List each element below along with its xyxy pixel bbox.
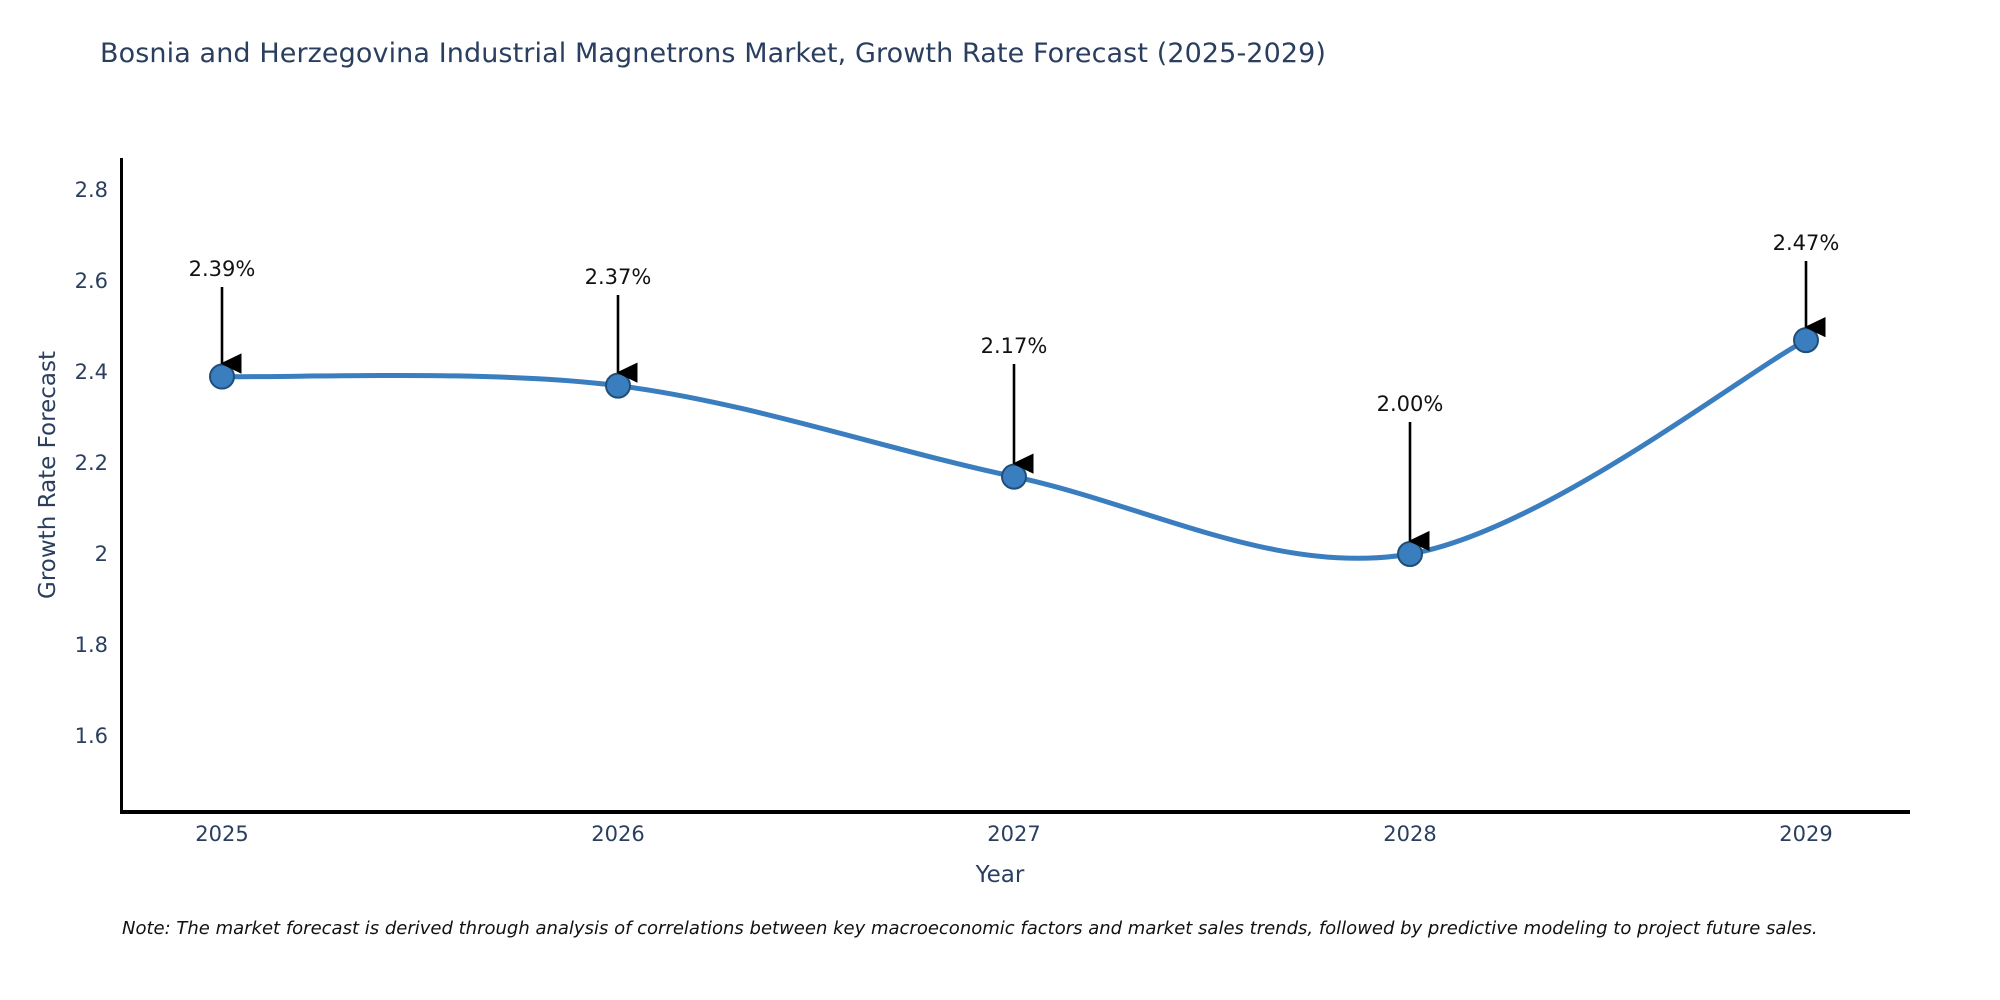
point-label: 2.37%	[584, 265, 652, 289]
y-tick-label: 2.6	[74, 269, 108, 293]
data-point-marker[interactable]	[209, 363, 235, 390]
x-tick-label: 2027	[987, 822, 1041, 846]
y-axis-tick-labels: 2.8 2.6 2.4 2.2 2 1.8 1.6	[0, 0, 108, 1000]
point-label: 2.00%	[1376, 392, 1444, 416]
data-point-marker[interactable]	[605, 372, 631, 399]
x-axis-spine	[120, 810, 1910, 814]
point-label: 2.17%	[980, 334, 1048, 358]
point-label: 2.39%	[188, 257, 256, 281]
data-point-marker[interactable]	[1793, 327, 1819, 354]
y-tick-label: 1.6	[74, 724, 108, 748]
point-label: 2.47%	[1772, 231, 1840, 255]
x-axis-title: Year	[975, 862, 1025, 888]
data-point-marker[interactable]	[1001, 463, 1027, 490]
x-tick-label: 2028	[1383, 822, 1437, 846]
y-tick-label: 2	[94, 542, 108, 566]
annotation-arrows	[220, 261, 1826, 552]
y-tick-label: 2.4	[74, 360, 108, 384]
y-tick-label: 2.8	[74, 178, 108, 202]
y-axis-spine	[120, 158, 123, 813]
chart-title: Bosnia and Herzegovina Industrial Magnet…	[100, 38, 1327, 69]
x-tick-label: 2029	[1779, 822, 1833, 846]
chart-footnote: Note: The market forecast is derived thr…	[122, 918, 1818, 939]
x-tick-label: 2025	[195, 822, 249, 846]
y-tick-label: 1.8	[74, 633, 108, 657]
data-point-marker[interactable]	[1397, 541, 1423, 567]
y-tick-label: 2.2	[74, 451, 108, 475]
x-tick-label: 2026	[591, 822, 645, 846]
